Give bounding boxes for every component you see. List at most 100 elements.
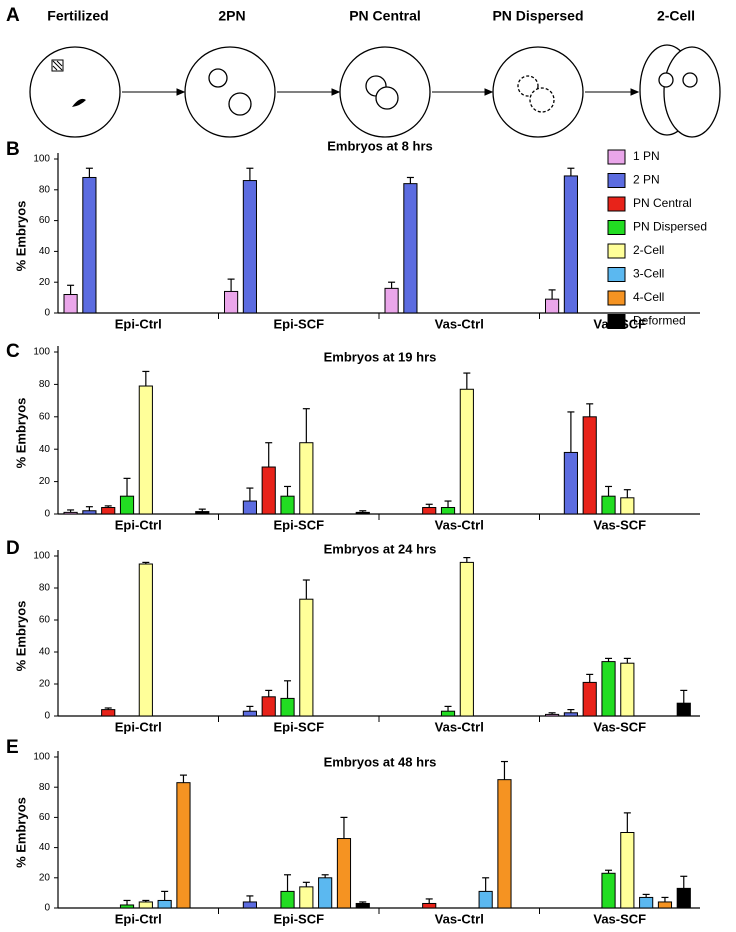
y-tick-label: 40 — [39, 647, 51, 658]
legend-swatch — [607, 220, 626, 235]
x-tick-label: Epi-Ctrl — [115, 316, 162, 331]
bar — [242, 901, 257, 909]
bar — [280, 697, 295, 717]
y-tick-label: 60 — [39, 215, 51, 226]
chart-title: Embryos at 48 hrs — [324, 754, 437, 769]
y-tick-label: 60 — [39, 812, 51, 823]
x-tick-label: Vas-SCF — [593, 911, 646, 926]
y-tick-label: 20 — [39, 872, 51, 883]
pronucleus — [208, 68, 228, 88]
bar — [459, 388, 474, 515]
bar — [676, 887, 691, 909]
legend-swatch — [607, 314, 626, 329]
bar — [63, 511, 78, 515]
bar — [138, 385, 153, 515]
y-tick-label: 20 — [39, 476, 51, 487]
legend-swatch — [607, 267, 626, 282]
y-tick-label: 40 — [39, 842, 51, 853]
x-tick-label: Epi-Ctrl — [115, 719, 162, 734]
bar — [620, 497, 635, 515]
nucleus — [682, 72, 698, 88]
x-tick-label: Epi-SCF — [273, 316, 324, 331]
bar — [676, 702, 691, 717]
y-tick-label: 100 — [33, 752, 50, 763]
stage-label: 2-Cell — [657, 8, 695, 24]
legend-label: 1 PN — [633, 149, 660, 163]
chart-title: Embryos at 8 hrs — [327, 138, 433, 153]
bar — [299, 598, 314, 717]
legend-swatch — [607, 149, 626, 165]
y-tick-label: 80 — [39, 379, 51, 390]
y-tick-label: 100 — [33, 154, 50, 165]
bar — [299, 886, 314, 909]
pronucleus — [375, 86, 399, 110]
bar — [639, 896, 654, 909]
bar — [582, 681, 597, 717]
bar — [563, 175, 578, 314]
y-tick-label: 0 — [44, 711, 50, 722]
y-tick-label: 40 — [39, 444, 51, 455]
y-tick-label: 20 — [39, 277, 51, 288]
x-tick-label: Epi-SCF — [273, 719, 324, 734]
legend-swatch — [607, 173, 626, 188]
bar — [422, 507, 437, 515]
legend-label: 2 PN — [633, 173, 660, 187]
blastomere — [663, 46, 721, 138]
bar — [299, 442, 314, 515]
x-tick-label: Vas-SCF — [593, 719, 646, 734]
bar — [157, 899, 172, 909]
y-axis-label: % Embryos — [13, 398, 28, 469]
y-tick-label: 0 — [44, 308, 50, 319]
bar — [620, 662, 635, 717]
y-tick-label: 40 — [39, 246, 51, 257]
bar — [355, 511, 370, 515]
bar — [384, 287, 399, 314]
bar — [545, 713, 560, 717]
bar — [82, 510, 97, 515]
y-axis-label: % Embryos — [13, 201, 28, 272]
x-tick-label: Vas-Ctrl — [435, 719, 484, 734]
bar — [280, 890, 295, 909]
legend-swatch — [607, 290, 626, 306]
y-tick-label: 20 — [39, 679, 51, 690]
bar — [582, 416, 597, 515]
bar — [422, 902, 437, 909]
bar — [459, 561, 474, 717]
bar — [545, 298, 560, 314]
legend-label: 2-Cell — [633, 243, 664, 257]
bar — [138, 563, 153, 717]
y-tick-label: 80 — [39, 184, 51, 195]
polar-body — [51, 59, 64, 72]
bar — [242, 500, 257, 515]
panel-label: A — [6, 5, 20, 26]
panel-label: C — [6, 341, 20, 362]
bar — [261, 466, 276, 515]
stage-label: PN Central — [349, 8, 421, 24]
pronucleus — [517, 75, 539, 97]
bar — [601, 661, 616, 717]
bar — [336, 838, 352, 909]
y-tick-label: 80 — [39, 583, 51, 594]
bar — [82, 176, 97, 314]
bar — [261, 696, 276, 717]
y-tick-label: 0 — [44, 509, 50, 520]
y-axis-label: % Embryos — [13, 601, 28, 672]
bar — [355, 902, 370, 909]
bar — [119, 904, 135, 909]
bar — [280, 495, 295, 515]
pronucleus — [529, 87, 555, 113]
panel-a: A Fertilized 2PN PN Central PN Dispersed… — [6, 5, 721, 138]
bar — [242, 710, 257, 717]
legend-swatch — [607, 243, 626, 259]
sperm — [72, 98, 86, 107]
embryo — [29, 46, 121, 138]
y-tick-label: 60 — [39, 615, 51, 626]
bar — [119, 495, 135, 515]
x-tick-label: Epi-SCF — [273, 517, 324, 532]
bar — [563, 712, 578, 717]
arrows — [122, 88, 640, 96]
x-tick-label: Epi-SCF — [273, 911, 324, 926]
bar — [601, 495, 616, 515]
y-tick-label: 80 — [39, 782, 51, 793]
